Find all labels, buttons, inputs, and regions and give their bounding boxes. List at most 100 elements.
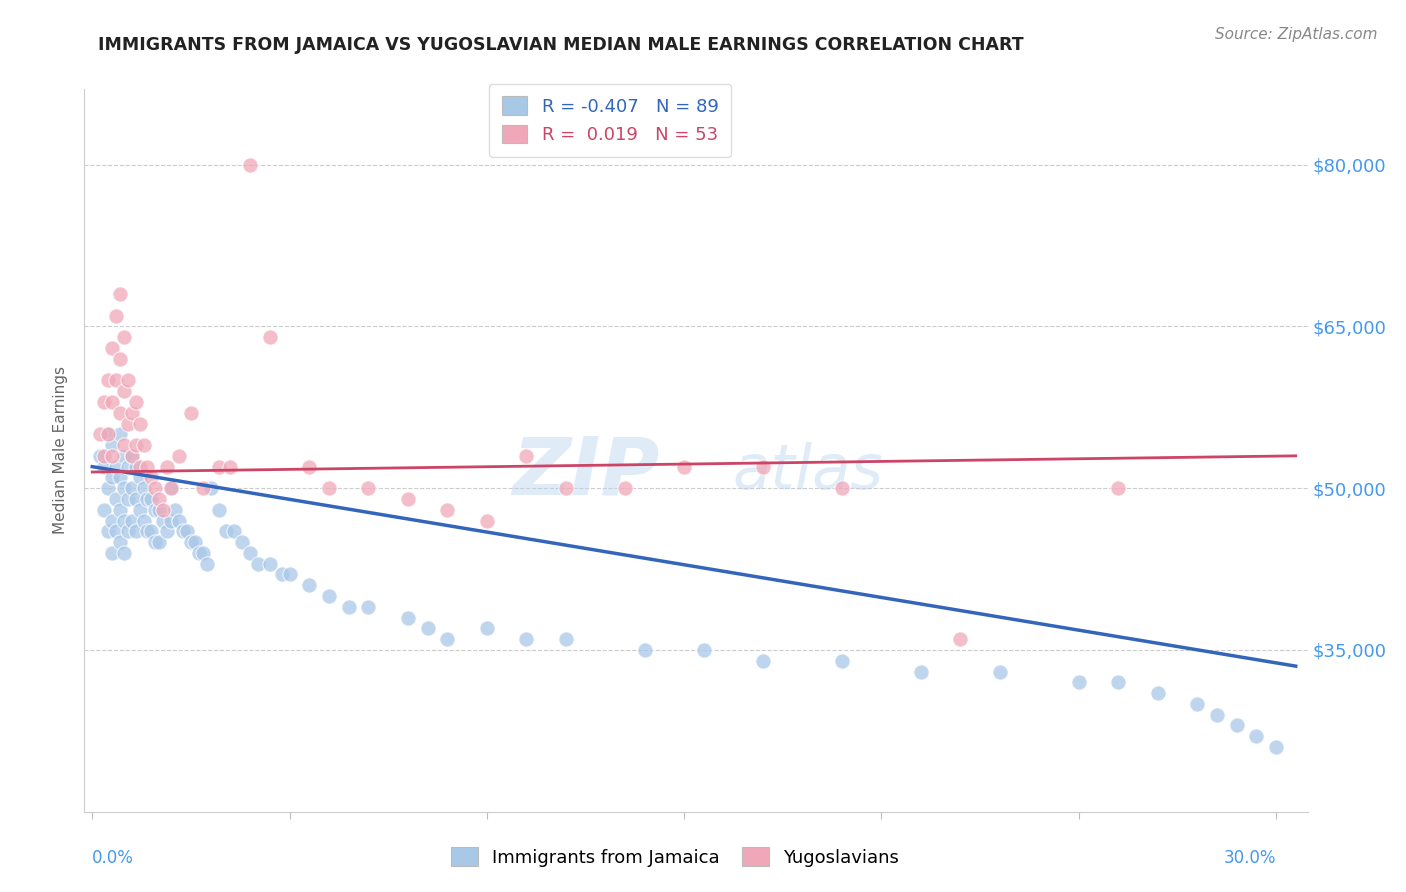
Point <box>172 524 194 539</box>
Point <box>104 459 127 474</box>
Point <box>259 557 281 571</box>
Point <box>117 373 139 387</box>
Point <box>117 524 139 539</box>
Point <box>207 502 229 516</box>
Text: 0.0%: 0.0% <box>93 849 134 867</box>
Point <box>121 449 143 463</box>
Point <box>357 599 380 614</box>
Point <box>167 514 190 528</box>
Point <box>910 665 932 679</box>
Point <box>152 502 174 516</box>
Point <box>93 459 115 474</box>
Point <box>101 449 124 463</box>
Point <box>180 406 202 420</box>
Point <box>136 491 159 506</box>
Point <box>318 481 340 495</box>
Point <box>831 654 853 668</box>
Point <box>145 535 167 549</box>
Point <box>1225 718 1247 732</box>
Point <box>132 438 155 452</box>
Point <box>132 481 155 495</box>
Point <box>121 514 143 528</box>
Legend: Immigrants from Jamaica, Yugoslavians: Immigrants from Jamaica, Yugoslavians <box>443 840 907 874</box>
Point <box>141 470 163 484</box>
Point <box>554 632 576 647</box>
Point <box>101 395 124 409</box>
Point <box>224 524 246 539</box>
Point <box>239 546 262 560</box>
Point <box>187 546 209 560</box>
Point <box>219 459 242 474</box>
Point <box>148 502 170 516</box>
Point <box>1265 739 1288 754</box>
Point <box>831 481 853 495</box>
Point <box>396 610 419 624</box>
Point <box>152 514 174 528</box>
Point <box>145 502 167 516</box>
Point <box>108 502 131 516</box>
Point <box>104 491 127 506</box>
Point <box>108 535 131 549</box>
Point <box>180 535 202 549</box>
Point <box>101 546 124 560</box>
Point <box>136 524 159 539</box>
Point <box>693 643 716 657</box>
Point <box>112 546 135 560</box>
Point <box>112 514 135 528</box>
Point <box>104 524 127 539</box>
Point <box>104 309 127 323</box>
Point <box>124 438 146 452</box>
Text: Source: ZipAtlas.com: Source: ZipAtlas.com <box>1215 27 1378 42</box>
Point <box>117 417 139 431</box>
Point <box>231 535 253 549</box>
Point <box>475 621 498 635</box>
Point <box>259 330 281 344</box>
Point <box>117 491 139 506</box>
Text: IMMIGRANTS FROM JAMAICA VS YUGOSLAVIAN MEDIAN MALE EARNINGS CORRELATION CHART: IMMIGRANTS FROM JAMAICA VS YUGOSLAVIAN M… <box>98 36 1024 54</box>
Point <box>246 557 269 571</box>
Point <box>141 491 163 506</box>
Point <box>108 406 131 420</box>
Point <box>101 438 124 452</box>
Point <box>207 459 229 474</box>
Point <box>673 459 696 474</box>
Point <box>145 481 167 495</box>
Point <box>1205 707 1227 722</box>
Point <box>1185 697 1208 711</box>
Point <box>112 384 135 399</box>
Point <box>191 481 214 495</box>
Point <box>128 417 150 431</box>
Point <box>141 524 163 539</box>
Point <box>215 524 238 539</box>
Point <box>148 491 170 506</box>
Point <box>93 395 115 409</box>
Point <box>97 481 120 495</box>
Point <box>148 535 170 549</box>
Point <box>121 481 143 495</box>
Point <box>124 395 146 409</box>
Point <box>436 502 458 516</box>
Point <box>97 524 120 539</box>
Point <box>93 502 115 516</box>
Point <box>132 514 155 528</box>
Point <box>270 567 292 582</box>
Point <box>104 373 127 387</box>
Legend: R = -0.407   N = 89, R =  0.019   N = 53: R = -0.407 N = 89, R = 0.019 N = 53 <box>489 84 731 157</box>
Point <box>160 481 183 495</box>
Point <box>89 427 111 442</box>
Point <box>191 546 214 560</box>
Text: 30.0%: 30.0% <box>1223 849 1277 867</box>
Point <box>117 459 139 474</box>
Point <box>108 427 131 442</box>
Point <box>298 459 321 474</box>
Point <box>97 373 120 387</box>
Point <box>613 481 636 495</box>
Point <box>112 330 135 344</box>
Point <box>515 449 537 463</box>
Point <box>949 632 972 647</box>
Point <box>752 459 775 474</box>
Point <box>1067 675 1090 690</box>
Point <box>112 449 135 463</box>
Point <box>156 459 179 474</box>
Point <box>195 557 218 571</box>
